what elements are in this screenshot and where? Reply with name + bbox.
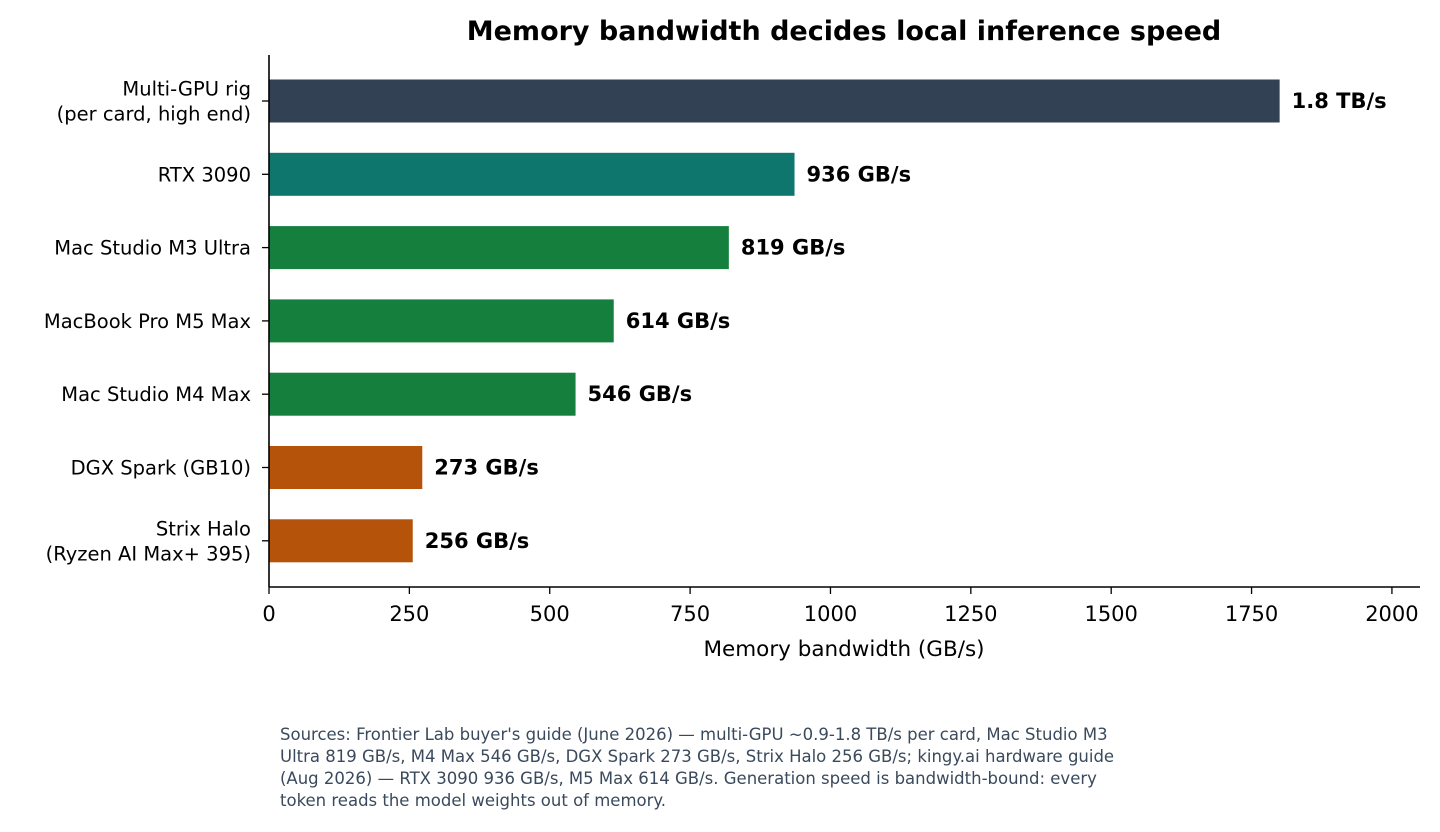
category-label-dgx-spark-gb10: DGX Spark (GB10) <box>71 457 251 480</box>
category-label-strix-halo: Strix Halo (Ryzen AI Max+ 395) <box>46 517 251 565</box>
bar-rtx-3090 <box>269 152 795 196</box>
bars-layer: 1.8 TB/s 936 GB/s 819 GB/s 614 GB/s 546 GB/s… <box>269 79 1387 563</box>
x-tick-label-500: 500 <box>530 602 570 626</box>
x-tick-label-1250: 1250 <box>944 602 997 626</box>
category-label-macbook-pro-m5-max: MacBook Pro M5 Max <box>44 310 251 333</box>
x-tick-label-1500: 1500 <box>1084 602 1137 626</box>
x-tick-label-750: 750 <box>670 602 710 626</box>
bar-dgx-spark-gb10 <box>269 446 423 489</box>
bar-macbook-pro-m5-max <box>269 299 614 343</box>
axes-layer: Multi-GPU rig (per card, high end) RTX 309… <box>44 55 1420 626</box>
x-tick-label-250: 250 <box>389 602 429 626</box>
bar-mac-studio-m4-max <box>269 372 576 416</box>
x-tick-label-2000: 2000 <box>1365 602 1418 626</box>
data-label-strix-halo: 256 GB/s <box>425 529 530 553</box>
data-label-multi-gpu-rig: 1.8 TB/s <box>1292 89 1387 113</box>
x-tick-label-0: 0 <box>262 602 275 626</box>
chart-title: Memory bandwidth decides local inference… <box>467 16 1221 47</box>
x-tick-label-1000: 1000 <box>804 602 857 626</box>
bar-multi-gpu-rig <box>269 79 1280 123</box>
data-label-mac-studio-m4-max: 546 GB/s <box>588 382 693 406</box>
sources-note: Sources: Frontier Lab buyer's guide (Jun… <box>280 725 1115 810</box>
category-label-mac-studio-m3-ultra: Mac Studio M3 Ultra <box>54 237 251 260</box>
data-label-dgx-spark-gb10: 273 GB/s <box>434 456 539 480</box>
data-label-macbook-pro-m5-max: 614 GB/s <box>626 309 731 333</box>
category-label-rtx-3090: RTX 3090 <box>158 163 251 186</box>
category-label-multi-gpu-rig: Multi-GPU rig (per card, high end) <box>57 78 251 126</box>
category-label-mac-studio-m4-max: Mac Studio M4 Max <box>61 383 251 406</box>
bandwidth-bar-chart: Memory bandwidth decides local inference… <box>44 16 1420 662</box>
data-label-rtx-3090: 936 GB/s <box>807 162 912 186</box>
bar-mac-studio-m3-ultra <box>269 226 729 270</box>
x-axis-label: Memory bandwidth (GB/s) <box>703 637 984 662</box>
x-tick-label-1750: 1750 <box>1225 602 1278 626</box>
bar-strix-halo <box>269 519 413 563</box>
data-label-mac-studio-m3-ultra: 819 GB/s <box>741 236 846 260</box>
